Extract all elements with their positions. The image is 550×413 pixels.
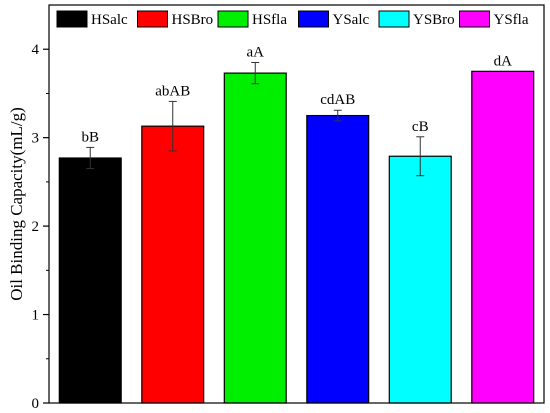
legend-swatch-HSBro bbox=[137, 10, 168, 28]
data-labels-layer: bB abAB aA cdAB cB dA bbox=[81, 44, 512, 145]
legend-label-YSalc: YSalc bbox=[333, 12, 370, 28]
bar-HSfla bbox=[223, 72, 287, 404]
legend-swatch-YSfla bbox=[459, 10, 490, 28]
legend-label-HSfla: HSfla bbox=[252, 12, 287, 28]
legend-item-YSalc: YSalc bbox=[298, 10, 370, 28]
bar-YSfla bbox=[471, 70, 535, 404]
bar-HSBro bbox=[141, 125, 205, 404]
legend-label-HSBro: HSBro bbox=[172, 12, 214, 28]
legend-label-YSBro: YSBro bbox=[413, 12, 455, 28]
legend-item-YSfla: YSfla bbox=[459, 10, 529, 28]
data-label-YSalc: cdAB bbox=[320, 92, 355, 108]
data-label-YSBro: cB bbox=[412, 119, 429, 135]
legend-label-HSalc: HSalc bbox=[91, 12, 128, 28]
error-bar-HSalc bbox=[86, 146, 95, 170]
legend-item-HSfla: HSfla bbox=[217, 10, 287, 28]
bar-HSalc bbox=[58, 157, 122, 404]
bars-layer bbox=[58, 70, 535, 404]
plot-frame bbox=[48, 4, 545, 404]
legend: HSalc HSBro HSfla YSalc YSBro YSfla bbox=[56, 10, 529, 28]
axes-layer: 0 1 2 3 4 bbox=[32, 4, 545, 412]
legend-swatch-YSBro bbox=[378, 10, 410, 28]
bar-YSalc bbox=[306, 114, 370, 404]
legend-swatch-HSfla bbox=[217, 10, 249, 28]
legend-item-YSBro: YSBro bbox=[378, 10, 455, 28]
legend-label-YSfla: YSfla bbox=[494, 12, 529, 28]
error-bars-layer bbox=[86, 61, 425, 177]
legend-swatch-YSalc bbox=[298, 10, 329, 28]
y-tick-label-0: 0 bbox=[32, 396, 40, 412]
legend-item-HSalc: HSalc bbox=[56, 10, 128, 28]
data-label-YSfla: dA bbox=[494, 53, 513, 69]
data-label-HSalc: bB bbox=[81, 129, 99, 145]
legend-item-HSBro: HSBro bbox=[137, 10, 214, 28]
data-label-HSBro: abAB bbox=[155, 83, 190, 99]
error-bar-HSBro bbox=[168, 100, 177, 152]
error-bar-YSalc bbox=[333, 109, 342, 122]
y-tick-label-4: 4 bbox=[32, 42, 40, 58]
y-axis-label: Oil Binding Capacity(mL/g) bbox=[7, 107, 26, 301]
y-tick-label-1: 1 bbox=[32, 308, 40, 324]
data-label-HSfla: aA bbox=[247, 44, 265, 60]
legend-swatch-HSalc bbox=[56, 10, 88, 28]
y-tick-label-3: 3 bbox=[32, 131, 40, 147]
error-bar-HSfla bbox=[251, 61, 260, 85]
y-tick-label-2: 2 bbox=[32, 219, 40, 235]
error-bar-YSBro bbox=[416, 136, 425, 177]
bar-YSBro bbox=[388, 155, 452, 404]
